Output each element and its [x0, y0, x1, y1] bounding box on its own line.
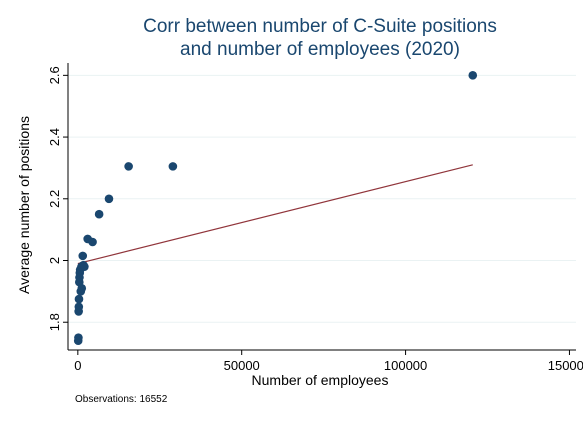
chart-title-line-2: and number of employees (2020) [180, 39, 460, 60]
scatter-point [74, 294, 84, 304]
scatter-point [80, 262, 89, 271]
y-tick-label: 1.8 [47, 313, 62, 331]
x-tick-label: 50000 [224, 358, 260, 373]
y-tick-label: 2.2 [47, 190, 62, 208]
scatter-point [77, 283, 87, 293]
fit-line [77, 164, 473, 265]
y-tick-label: 2 [47, 257, 62, 264]
scatter-point [94, 209, 104, 219]
scatter-point [78, 251, 88, 261]
x-tick-label: 100000 [384, 358, 427, 373]
x-tick-label: 0 [74, 358, 81, 373]
chart-title-line-1: Corr between number of C-Suite positions [143, 16, 497, 37]
scatter-point [104, 194, 114, 204]
scatter-point [74, 302, 84, 312]
x-axis-title: Number of employees [252, 372, 389, 388]
scatter-point [74, 333, 83, 342]
tick-labels: 1.8 2 2.2 2.4 2.6 0 50000 100000 150000 [47, 66, 583, 373]
grid-lines [68, 74, 576, 323]
x-tick-label: 150000 [548, 358, 583, 373]
data-points [73, 71, 478, 346]
observations-note: Observations: 16552 [75, 394, 168, 405]
scatter-point [124, 162, 133, 171]
scatter-point [88, 237, 97, 247]
scatter-point [468, 71, 478, 80]
scatter-point [168, 162, 178, 171]
fit-line-layer [77, 164, 473, 265]
axes [63, 63, 576, 355]
y-tick-label: 2.4 [47, 128, 62, 146]
y-tick-label: 2.6 [47, 66, 62, 84]
y-axis-title: Average number of positions [16, 116, 32, 294]
